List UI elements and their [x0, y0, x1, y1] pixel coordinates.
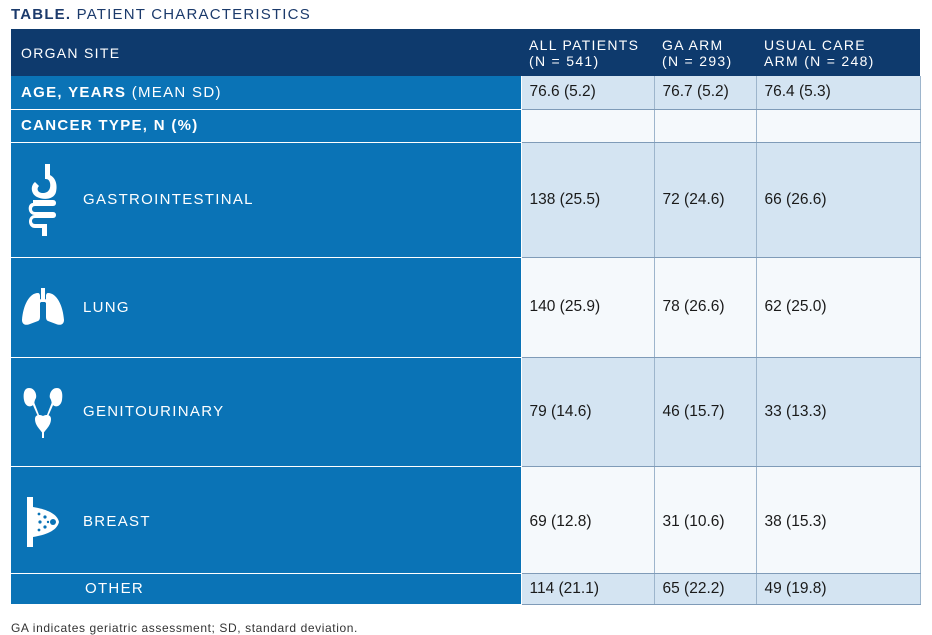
header-organ-site: ORGAN SITE [11, 29, 521, 76]
breast-icon [11, 496, 75, 547]
table-title: TABLE. PATIENT CHARACTERISTICS [11, 6, 311, 23]
table-row-other: OTHER 114 (21.1) 65 (22.2) 49 (19.8) [11, 573, 921, 605]
table-title-text: PATIENT CHARACTERISTICS [76, 6, 311, 23]
header-ga-arm: GA ARM (N = 293) [654, 29, 756, 76]
table-row-breast: BREAST 69 (12.8) 31 (10.6) 38 (15.3) [11, 466, 921, 574]
organ-label: BREAST [83, 513, 151, 530]
header-usual-care-arm: USUAL CARE ARM (N = 248) [756, 29, 920, 76]
age-usual: 76.4 (5.3) [755, 76, 921, 110]
gi-usual: 66 (26.6) [755, 142, 921, 258]
age-label: AGE, YEARS (MEAN SD) [11, 76, 522, 110]
other-ga: 65 (22.2) [653, 573, 756, 605]
gu-ga: 46 (15.7) [653, 357, 756, 467]
patient-characteristics-table: ORGAN SITE ALL PATIENTS (N = 541) GA ARM(… [11, 29, 921, 605]
stomach-intestine-icon [11, 163, 75, 236]
breast-all: 69 (12.8) [520, 466, 654, 574]
table-title-prefix: TABLE. [11, 6, 72, 23]
organ-label: GASTROINTESTINAL [83, 191, 254, 208]
lung-usual: 62 (25.0) [755, 257, 921, 358]
table-row-genitourinary: GENITOURINARY 79 (14.6) 46 (15.7) 33 (13… [11, 357, 921, 467]
kidneys-bladder-icon [11, 386, 75, 438]
footnote: GA indicates geriatric assessment; SD, s… [11, 621, 358, 635]
breast-usual: 38 (15.3) [755, 466, 921, 574]
table-row-age: AGE, YEARS (MEAN SD) 76.6 (5.2) 76.7 (5.… [11, 76, 921, 110]
age-ga: 76.7 (5.2) [653, 76, 756, 110]
header-row: ORGAN SITE ALL PATIENTS (N = 541) GA ARM(… [11, 29, 920, 76]
table-row-cancer-type: CANCER TYPE, N (%) [11, 109, 921, 143]
gu-all: 79 (14.6) [520, 357, 654, 467]
table-row-lung: LUNG 140 (25.9) 78 (26.6) 62 (25.0) [11, 257, 921, 358]
organ-label: GENITOURINARY [83, 403, 225, 420]
organ-label: OTHER [11, 573, 522, 605]
gi-all: 138 (25.5) [520, 142, 654, 258]
table-row-gastrointestinal: GASTROINTESTINAL 138 (25.5) 72 (24.6) 66… [11, 142, 921, 258]
cancer-type-label: CANCER TYPE, N (%) [11, 109, 522, 143]
organ-label: LUNG [83, 298, 130, 316]
breast-ga: 31 (10.6) [653, 466, 756, 574]
age-all: 76.6 (5.2) [520, 76, 654, 110]
gu-usual: 33 (13.3) [755, 357, 921, 467]
other-all: 114 (21.1) [520, 573, 654, 605]
lungs-icon [11, 288, 75, 326]
lung-ga: 78 (26.6) [653, 257, 756, 358]
lung-all: 140 (25.9) [520, 257, 654, 358]
gi-ga: 72 (24.6) [653, 142, 756, 258]
other-usual: 49 (19.8) [755, 573, 921, 605]
header-all-patients: ALL PATIENTS (N = 541) [521, 29, 654, 76]
